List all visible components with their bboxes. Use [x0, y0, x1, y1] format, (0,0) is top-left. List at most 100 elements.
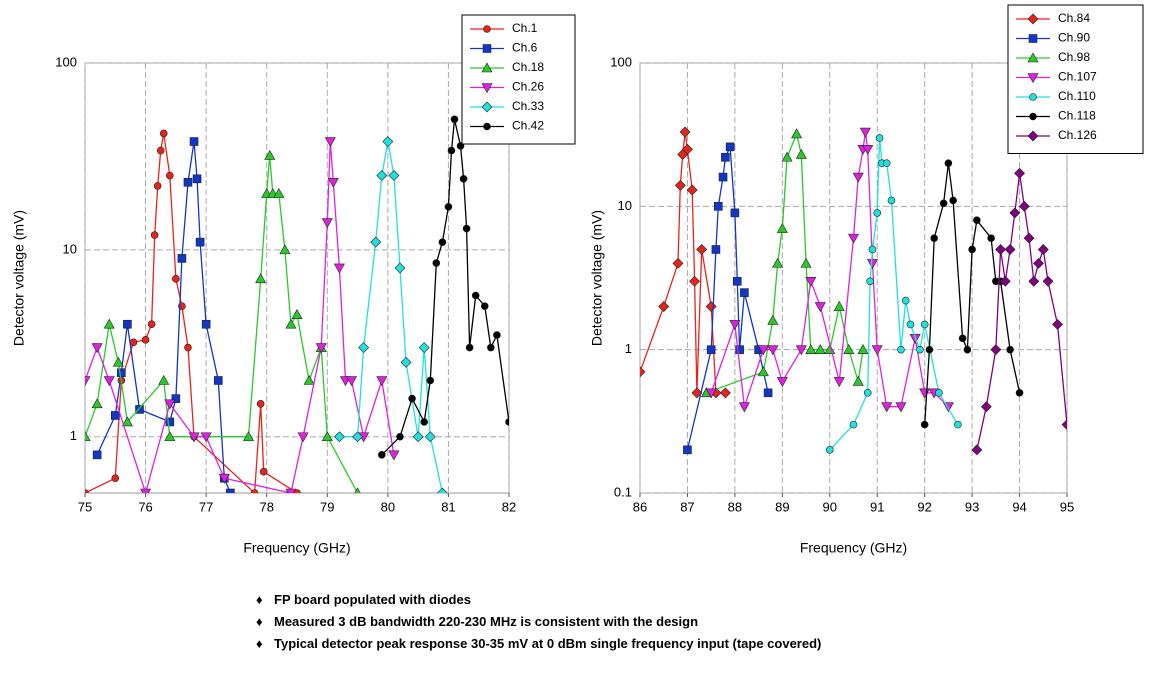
x-tick-label: 82	[502, 499, 516, 514]
marker	[481, 83, 493, 94]
x-tick-label: 86	[633, 499, 647, 514]
marker	[1023, 232, 1035, 244]
marker	[776, 222, 788, 233]
marker	[968, 245, 976, 254]
series-layer	[640, 126, 1067, 456]
marker	[333, 263, 345, 274]
marker	[459, 175, 468, 183]
marker	[92, 450, 102, 460]
marker	[482, 44, 492, 53]
marker	[171, 394, 181, 403]
marker	[944, 159, 953, 167]
x-tick-label: 77	[199, 499, 213, 514]
marker	[954, 420, 962, 429]
marker	[483, 25, 491, 33]
marker	[487, 343, 495, 352]
series-line	[96, 141, 232, 493]
marker	[273, 188, 285, 198]
x-tick-label: 80	[381, 499, 395, 514]
x-tick-label: 93	[965, 499, 979, 514]
marker	[732, 276, 742, 286]
marker	[729, 320, 741, 331]
marker	[882, 159, 891, 167]
marker	[103, 318, 115, 329]
marker	[1042, 275, 1054, 287]
marker	[110, 411, 120, 420]
marker	[388, 170, 400, 181]
marker	[177, 254, 187, 263]
marker	[843, 344, 855, 354]
legend-label: Ch.42	[512, 119, 544, 133]
marker	[767, 314, 779, 325]
marker	[871, 345, 883, 356]
marker	[481, 62, 493, 73]
marker	[420, 418, 429, 426]
marker	[352, 431, 363, 443]
legend-label: Ch.33	[512, 99, 544, 113]
marker	[1037, 244, 1049, 255]
marker	[285, 488, 297, 493]
marker	[735, 345, 744, 354]
marker	[949, 196, 957, 205]
marker	[426, 376, 435, 385]
marker	[679, 126, 691, 138]
marker	[795, 345, 807, 356]
legend-box	[461, 14, 576, 145]
marker	[920, 320, 929, 329]
marker	[189, 137, 199, 146]
marker	[772, 257, 784, 268]
marker	[471, 291, 480, 300]
marker	[147, 320, 156, 329]
marker	[112, 356, 124, 367]
marker	[297, 432, 309, 443]
x-tick-label: 81	[441, 499, 455, 514]
marker	[250, 489, 259, 493]
marker	[188, 432, 200, 443]
marker	[705, 388, 717, 399]
marker	[721, 152, 730, 162]
x-tick-label: 78	[259, 499, 273, 514]
marker	[394, 262, 406, 274]
legend-label: Ch.1	[512, 21, 538, 35]
marker	[814, 302, 826, 313]
marker	[849, 420, 858, 429]
marker	[987, 234, 995, 242]
y-tick-label: 0.1	[614, 484, 632, 499]
marker	[711, 245, 721, 254]
marker	[388, 450, 400, 461]
marker	[321, 431, 333, 442]
marker	[400, 356, 412, 368]
legend-label: Ch.98	[1058, 50, 1090, 64]
marker	[432, 259, 441, 267]
marker	[939, 199, 948, 208]
x-tick-label: 88	[728, 499, 742, 514]
legend-label: Ch.6	[512, 41, 538, 55]
charts: 1 10 100 75 76 77 78 79 80 81 82 Frequency (GHz) Det…	[11, 4, 1144, 556]
y-tick-label: 1	[625, 341, 632, 356]
marker	[493, 331, 501, 339]
y-axis-label: Detector voltage (mV)	[589, 210, 605, 346]
marker	[192, 174, 202, 184]
marker	[999, 275, 1011, 287]
plot-area	[639, 62, 1068, 494]
marker	[814, 344, 826, 354]
marker	[875, 134, 884, 142]
marker	[436, 487, 448, 493]
marker	[164, 431, 176, 442]
marker	[505, 418, 509, 426]
marker	[906, 320, 915, 329]
marker	[805, 344, 817, 354]
marker	[255, 273, 267, 284]
marker	[925, 345, 934, 354]
marker	[243, 431, 255, 442]
marker	[897, 345, 905, 354]
marker	[354, 487, 361, 493]
marker	[184, 343, 192, 352]
marker	[757, 345, 769, 356]
marker	[833, 377, 845, 388]
marker	[852, 172, 864, 183]
marker	[140, 488, 152, 493]
marker	[776, 377, 788, 388]
series-line	[85, 155, 359, 493]
